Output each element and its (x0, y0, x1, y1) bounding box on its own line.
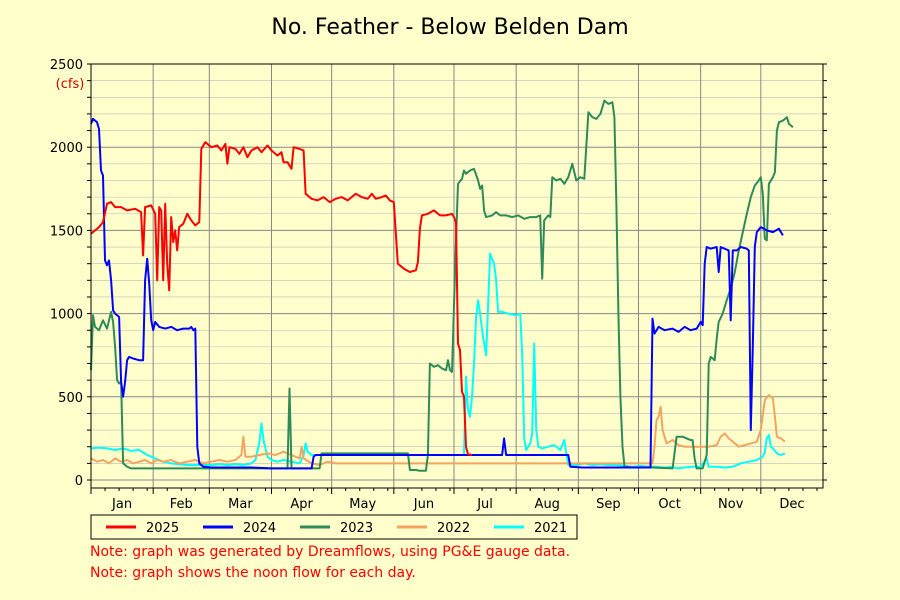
y-unit-label: (cfs) (56, 77, 85, 92)
series-line-2021 (90, 252, 786, 470)
x-tick-label: Aug (535, 497, 560, 512)
x-tick-label: Feb (170, 497, 193, 512)
legend: 2025 2024 2023 2022 2021 (90, 514, 578, 540)
legend-label-2025: 2025 (146, 521, 179, 536)
y-tick-label: 1000 (50, 308, 83, 323)
x-tick-label: Nov (718, 497, 744, 512)
plot-border (90, 63, 824, 489)
series-line-2025 (90, 141, 473, 456)
series-lines (90, 99, 794, 472)
legend-label-2022: 2022 (437, 521, 470, 536)
y-tick-label: 500 (58, 391, 83, 406)
x-tick-label: Jul (476, 497, 493, 512)
x-tick-label: Dec (779, 497, 804, 512)
y-tick-label: 2000 (50, 141, 83, 156)
x-tick-label: May (349, 497, 376, 512)
y-tick-label: 0 (75, 474, 83, 489)
y-tick-label: 1500 (50, 224, 83, 239)
series-line-2023 (90, 99, 794, 472)
y-axis: 0 500 1000 1500 2000 2500 (50, 58, 827, 489)
note-noon-flow: Note: graph shows the noon flow for each… (90, 565, 416, 581)
y-tick-label: 2500 (50, 58, 83, 73)
legend-label-2024: 2024 (243, 521, 276, 536)
x-tick-label: Oct (658, 497, 680, 512)
legend-label-2023: 2023 (340, 521, 373, 536)
x-axis: Jan Feb Mar Apr May Jun Jul Aug Sep Oct Nov Dec (90, 488, 818, 512)
x-tick-label: Apr (290, 497, 313, 512)
x-tick-label: Jan (111, 497, 132, 512)
legend-label-2021: 2021 (534, 521, 567, 536)
chart-title: No. Feather - Below Belden Dam (271, 15, 628, 40)
note-source: Note: graph was generated by Dreamflows,… (90, 544, 571, 560)
x-tick-label: Mar (228, 497, 253, 512)
series-line-2024 (90, 117, 784, 470)
x-tick-label: Jun (413, 497, 434, 512)
x-tick-label: Sep (596, 497, 621, 512)
